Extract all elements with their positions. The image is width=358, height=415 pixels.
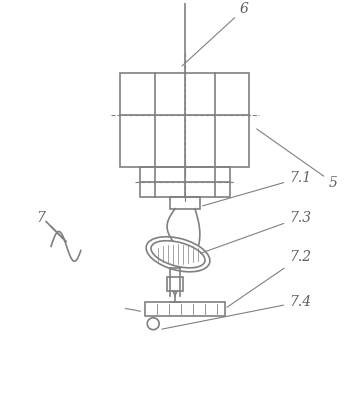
Ellipse shape bbox=[151, 241, 205, 268]
Text: 7: 7 bbox=[36, 210, 45, 225]
Bar bbox=[121, 73, 250, 167]
Text: 7.3: 7.3 bbox=[200, 210, 311, 253]
Bar bbox=[167, 277, 183, 291]
Text: 7.2: 7.2 bbox=[227, 250, 311, 307]
Bar bbox=[170, 197, 200, 209]
Bar bbox=[140, 167, 229, 197]
Text: 7.4: 7.4 bbox=[162, 295, 311, 329]
Text: 5: 5 bbox=[257, 129, 338, 190]
Bar bbox=[145, 302, 224, 316]
Text: 6: 6 bbox=[182, 2, 248, 66]
Text: 7.1: 7.1 bbox=[203, 171, 311, 206]
